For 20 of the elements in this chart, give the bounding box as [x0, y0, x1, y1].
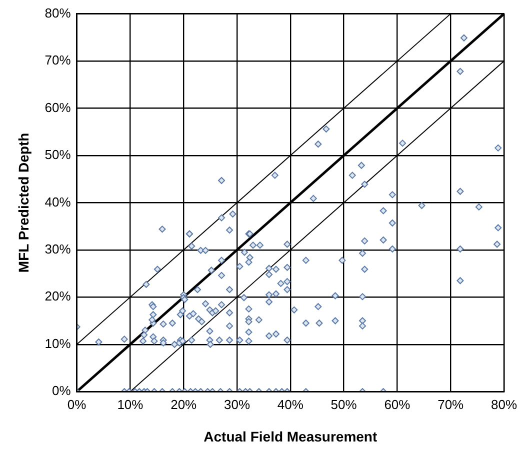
y-tick-label: 30% — [44, 242, 72, 257]
x-tick-label: 10% — [117, 396, 144, 412]
x-tick-label: 50% — [330, 396, 358, 412]
y-tick-label: 60% — [44, 100, 72, 115]
x-tick-label: 20% — [170, 396, 198, 412]
x-axis-title: Actual Field Measurement — [204, 428, 378, 444]
x-tick-label: 60% — [384, 396, 411, 412]
x-tick-label: 30% — [224, 396, 250, 412]
y-axis-title: MFL Predicted Depth — [15, 132, 32, 273]
x-tick-label: 70% — [438, 396, 464, 412]
x-tick-label: 80% — [490, 396, 518, 412]
y-tick-label: 10% — [44, 336, 72, 351]
y-tick-label: 40% — [44, 194, 72, 210]
y-tick-label: 70% — [44, 52, 72, 68]
y-tick-label: 20% — [44, 288, 72, 304]
y-tick-label: 50% — [44, 147, 72, 162]
y-tick-label: 80% — [44, 5, 72, 20]
x-tick-label: 40% — [277, 396, 304, 412]
x-tick-label: 0% — [67, 396, 87, 412]
y-tick-label: 0% — [52, 383, 72, 398]
